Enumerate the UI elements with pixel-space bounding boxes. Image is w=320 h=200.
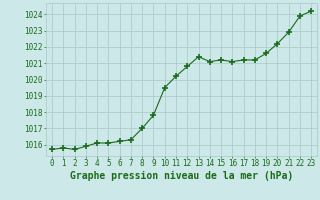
X-axis label: Graphe pression niveau de la mer (hPa): Graphe pression niveau de la mer (hPa)	[70, 171, 293, 181]
